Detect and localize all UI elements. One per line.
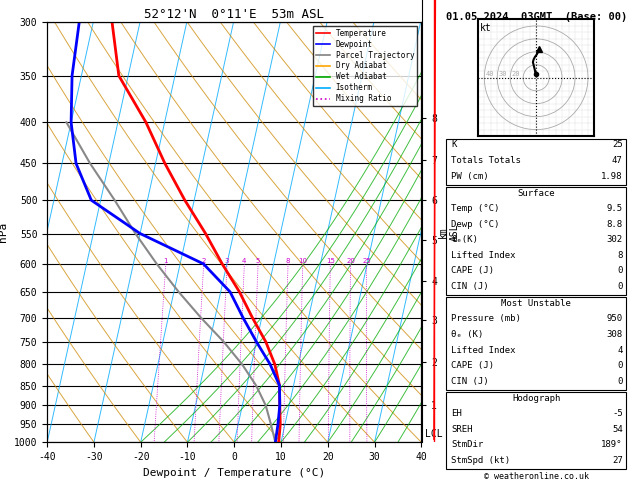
Text: Dewp (°C): Dewp (°C) <box>452 220 500 229</box>
Text: Surface: Surface <box>517 189 555 198</box>
Text: CAPE (J): CAPE (J) <box>452 266 494 276</box>
Text: StmSpd (kt): StmSpd (kt) <box>452 456 511 465</box>
Text: 189°: 189° <box>601 440 623 450</box>
Text: 3: 3 <box>225 258 230 264</box>
Text: θₑ(K): θₑ(K) <box>452 235 479 244</box>
Legend: Temperature, Dewpoint, Parcel Trajectory, Dry Adiabat, Wet Adiabat, Isotherm, Mi: Temperature, Dewpoint, Parcel Trajectory… <box>313 26 418 106</box>
Text: 302: 302 <box>606 235 623 244</box>
Text: 8: 8 <box>286 258 290 264</box>
Text: 54: 54 <box>612 425 623 434</box>
Text: CIN (J): CIN (J) <box>452 377 489 386</box>
Text: θₑ (K): θₑ (K) <box>452 330 484 339</box>
Text: 2: 2 <box>201 258 206 264</box>
Text: 950: 950 <box>606 314 623 324</box>
Text: EH: EH <box>452 409 462 418</box>
Text: 0: 0 <box>617 377 623 386</box>
X-axis label: Dewpoint / Temperature (°C): Dewpoint / Temperature (°C) <box>143 468 325 478</box>
Text: 5: 5 <box>256 258 260 264</box>
Text: Lifted Index: Lifted Index <box>452 346 516 355</box>
Text: StmDir: StmDir <box>452 440 484 450</box>
Text: 47: 47 <box>612 156 623 165</box>
Text: -5: -5 <box>612 409 623 418</box>
Text: 308: 308 <box>606 330 623 339</box>
Text: 0: 0 <box>617 361 623 370</box>
Y-axis label: km
ASL: km ASL <box>438 223 460 241</box>
Text: 15: 15 <box>326 258 335 264</box>
Text: 4: 4 <box>242 258 247 264</box>
Text: kt: kt <box>480 23 492 33</box>
Y-axis label: hPa: hPa <box>0 222 8 242</box>
Text: 1.98: 1.98 <box>601 172 623 181</box>
Text: © weatheronline.co.uk: © weatheronline.co.uk <box>484 472 589 481</box>
Text: LCL: LCL <box>425 430 443 439</box>
Text: Pressure (mb): Pressure (mb) <box>452 314 521 324</box>
Text: Most Unstable: Most Unstable <box>501 299 571 308</box>
Text: 25: 25 <box>612 140 623 150</box>
Text: 9.5: 9.5 <box>606 204 623 213</box>
Text: 30: 30 <box>499 71 507 77</box>
Text: SREH: SREH <box>452 425 473 434</box>
Text: 25: 25 <box>362 258 371 264</box>
Text: 40: 40 <box>486 71 494 77</box>
Text: 10: 10 <box>298 258 307 264</box>
Text: CIN (J): CIN (J) <box>452 282 489 291</box>
Text: 0: 0 <box>617 266 623 276</box>
Text: Hodograph: Hodograph <box>512 394 560 403</box>
Text: 27: 27 <box>612 456 623 465</box>
Text: Temp (°C): Temp (°C) <box>452 204 500 213</box>
Text: 20: 20 <box>346 258 355 264</box>
Text: 4: 4 <box>617 346 623 355</box>
Text: 8.8: 8.8 <box>606 220 623 229</box>
Text: K: K <box>452 140 457 150</box>
Text: CAPE (J): CAPE (J) <box>452 361 494 370</box>
Text: Lifted Index: Lifted Index <box>452 251 516 260</box>
Text: PW (cm): PW (cm) <box>452 172 489 181</box>
Title: 52°12'N  0°11'E  53m ASL: 52°12'N 0°11'E 53m ASL <box>144 8 324 21</box>
Text: 0: 0 <box>617 282 623 291</box>
Text: Totals Totals: Totals Totals <box>452 156 521 165</box>
Text: 8: 8 <box>617 251 623 260</box>
Text: 01.05.2024  03GMT  (Base: 00): 01.05.2024 03GMT (Base: 00) <box>445 12 626 22</box>
Text: 20: 20 <box>511 71 520 77</box>
Text: 1: 1 <box>164 258 168 264</box>
